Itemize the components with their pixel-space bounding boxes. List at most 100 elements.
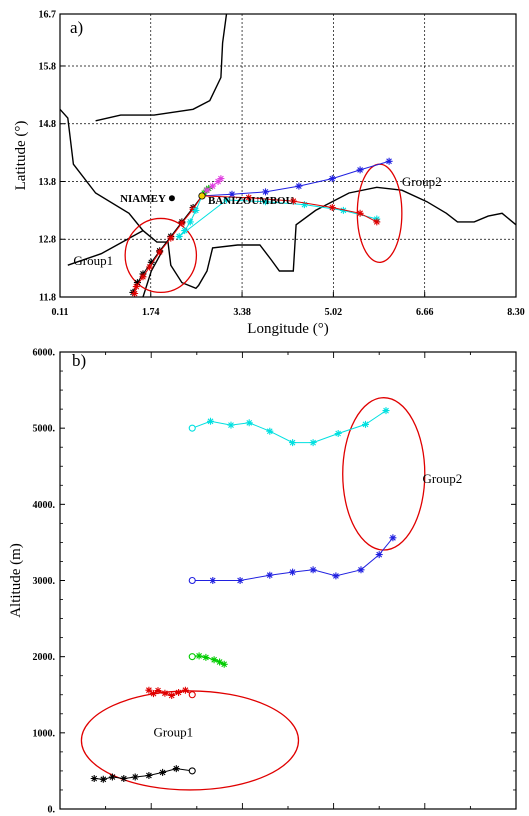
trajectory-point: [295, 182, 303, 190]
altitude-point: [220, 660, 228, 668]
altitude-panel: 0. 1000. 2000. 3000. 4000. 5000. 6000. b) Alti…: [8, 348, 517, 816]
altitude-line: [192, 537, 394, 581]
trajectory-point: [156, 248, 164, 256]
altitude-point: [389, 534, 397, 542]
altitude-point: [216, 658, 224, 666]
y-tick-label: 13.8: [39, 177, 57, 188]
banizoumbou-label: BANIZOUMBOU: [208, 195, 294, 207]
trajectory-point: [209, 182, 217, 190]
y-tick-label: 6000.: [33, 348, 56, 359]
group1-label: Group1: [73, 253, 113, 268]
trajectory-line: [201, 195, 378, 223]
altitude-point: [309, 439, 317, 447]
panel-label-a: a): [70, 18, 83, 37]
trajectory-point: [132, 283, 140, 291]
trajectory-point: [356, 209, 364, 217]
altitude-point: [168, 692, 176, 699]
banizoumbou-marker: [198, 192, 206, 200]
altitude-point: [202, 653, 210, 661]
x-tick-label: 8.30: [507, 307, 525, 318]
group-ellipse: [342, 397, 426, 551]
group-ellipses: [80, 397, 426, 791]
x-tick-label: 1.74: [142, 307, 160, 318]
border-line: [142, 250, 164, 298]
altitude-point: [289, 568, 297, 576]
altitude-start-point: [188, 576, 196, 585]
trajectory-point: [175, 232, 183, 240]
altitude-line: [192, 410, 387, 444]
trajectory-point: [189, 205, 197, 213]
trajectory-point: [139, 273, 147, 281]
trajectory-point: [178, 219, 186, 227]
map-panel: 0.11 1.74 3.38 5.02 6.66 8.30 11.8 12.8 13.8 14.8…: [13, 10, 525, 338]
x-tick-label: 0.11: [52, 307, 69, 318]
trajectory-point: [223, 196, 230, 204]
y-tick-label: 4000.: [33, 500, 56, 511]
y-tick-label: 12.8: [39, 235, 57, 246]
altitude-point: [159, 768, 167, 776]
trajectory-line: [178, 195, 377, 237]
trajectory-point: [131, 290, 139, 297]
altitude-point: [150, 690, 157, 698]
altitude-point: [108, 773, 116, 781]
niamey-marker: [168, 195, 175, 202]
altitude-point: [131, 773, 139, 781]
trajectory-point: [262, 198, 269, 206]
altitude-point: [172, 765, 180, 773]
altitude-point: [334, 430, 342, 437]
altitude-point: [207, 417, 214, 425]
country-borders: [59, 13, 517, 298]
group-ellipse: [80, 690, 300, 791]
altitude-start-point: [188, 691, 196, 699]
trajectory-point: [328, 204, 336, 211]
trajectory-point: [167, 234, 175, 242]
altitude-point: [99, 775, 107, 783]
group-ellipse: [124, 217, 198, 294]
trajectory-point: [289, 197, 297, 205]
altitude-point: [382, 407, 390, 415]
altitude-point: [154, 687, 162, 695]
altitude-point: [357, 566, 365, 574]
altitude-point: [236, 577, 244, 584]
y-tick-label: 16.7: [39, 10, 57, 21]
y-tick-label: 5000.: [33, 424, 56, 435]
altitude-ticks: 0. 1000. 2000. 3000. 4000. 5000. 6000.: [33, 348, 516, 816]
altitude-point: [210, 656, 218, 664]
panel-label-b: b): [72, 351, 86, 370]
altitude-point: [209, 577, 217, 584]
altitude-point: [362, 420, 369, 428]
altitude-point: [266, 427, 274, 435]
place-markers: [168, 192, 206, 202]
trajectory-point: [133, 279, 141, 287]
altitude-start-point: [188, 424, 196, 432]
trajectory-point: [181, 227, 189, 235]
trajectory-point: [373, 218, 381, 226]
x-axis-title: Longitude (°): [247, 321, 328, 337]
altitude-start-point: [188, 767, 196, 775]
x-tick-label: 5.02: [325, 307, 343, 318]
y-tick-label: 2000.: [33, 652, 56, 663]
altitude-point: [161, 689, 169, 697]
border-line: [95, 13, 228, 122]
altitude-frame: [59, 351, 517, 810]
y-tick-label: 11.8: [39, 293, 56, 304]
altitude-point: [90, 775, 98, 782]
trajectory-point: [192, 206, 200, 214]
niamey-label: NIAMEY: [120, 193, 166, 205]
x-tick-label: 6.66: [416, 307, 434, 318]
trajectory-point: [339, 206, 347, 214]
group2-label: Group2: [423, 471, 463, 486]
y-tick-label: 15.8: [39, 61, 57, 72]
trajectory-point: [328, 175, 336, 183]
altitude-point: [181, 686, 189, 694]
trajectory-point: [356, 166, 364, 174]
group1-label: Group1: [153, 725, 193, 740]
group2-label: Group2: [402, 174, 442, 189]
trajectory-point: [228, 190, 236, 198]
altitude-point: [145, 772, 153, 779]
y-tick-label: 0.: [48, 805, 56, 816]
map-ticks: 0.11 1.74 3.38 5.02 6.66 8.30 11.8 12.8 13.8 14.8…: [39, 10, 525, 319]
trajectory-point: [146, 263, 154, 271]
y-tick-label: 1000.: [33, 728, 56, 739]
